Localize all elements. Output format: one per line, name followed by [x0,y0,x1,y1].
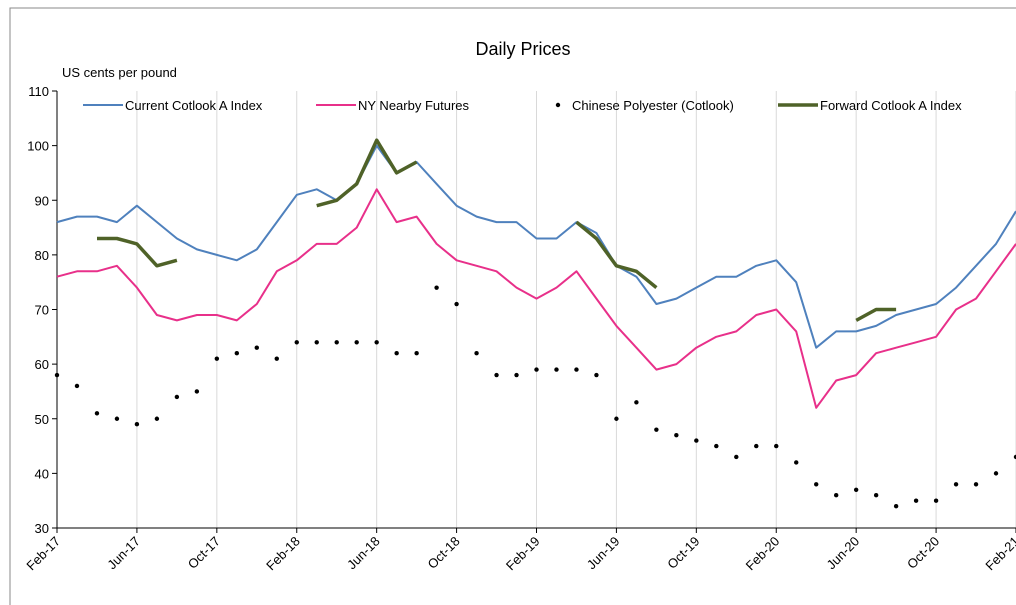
series-point [74,383,80,389]
series-line [855,307,897,322]
series-point [374,340,379,345]
y-tick-label: 60 [35,357,49,372]
series-point [734,454,739,460]
series-point [394,351,399,356]
series-point [634,400,639,405]
legend-label: NY Nearby Futures [358,98,470,113]
series-point [514,372,519,378]
x-tick-label: Feb-17 [23,534,63,574]
x-tick-label: Feb-21 [982,534,1016,574]
series-point [534,367,539,372]
series-point [594,372,599,378]
y-axis-label: US cents per pound [62,65,177,80]
y-tick-label: 100 [27,139,49,154]
series-point [1013,454,1016,460]
series-point [933,498,939,503]
x-tick-label: Jun-19 [584,534,623,573]
series-point [414,351,419,356]
series-point [614,416,619,421]
series-point [674,432,679,438]
series-point [893,503,899,509]
y-tick-label: 90 [35,193,49,208]
legend-swatch [555,102,561,108]
series-point [454,301,459,307]
series-point [814,482,819,487]
series-point [833,493,839,498]
series-point [114,416,120,421]
x-tick-label: Feb-18 [263,534,303,574]
series-point [294,340,299,345]
series-point [494,372,499,378]
series-point [474,351,479,356]
series-line [97,236,178,268]
series-point [174,394,180,400]
series-point [154,416,160,421]
x-tick-label: Oct-19 [664,534,702,572]
series-point [853,487,859,492]
series-point [654,427,659,432]
series-point [774,443,779,449]
series-point [973,482,979,487]
series-line [56,144,1016,349]
series-point [873,493,879,498]
series-point [314,340,319,345]
series-point [354,340,359,345]
series-point [714,443,719,449]
series-point [194,389,200,394]
series-point [334,340,339,345]
series-line [575,220,658,289]
x-tick-label: Oct-17 [185,534,223,572]
y-tick-label: 110 [28,84,49,99]
y-tick-label: 40 [35,466,49,481]
series-point [953,482,959,487]
legend-label: Forward Cotlook A Index [820,98,962,113]
series-point [54,372,60,378]
series-point [913,498,919,503]
y-tick-label: 80 [35,248,49,263]
series-point [234,351,240,356]
series-point [214,356,220,361]
series-line [56,188,1016,409]
chart-title: Daily Prices [475,39,570,59]
series-point [694,438,699,443]
x-tick-label: Oct-18 [425,534,463,572]
x-tick-label: Jun-17 [104,534,143,573]
legend-label: Chinese Polyester (Cotlook) [572,98,734,113]
x-tick-label: Jun-20 [824,534,863,573]
y-tick-label: 70 [35,303,49,318]
series-point [574,367,579,372]
x-tick-label: Oct-20 [904,534,942,572]
series-point [554,367,559,372]
series-point [134,422,140,427]
legend-label: Current Cotlook A Index [125,98,263,113]
series-point [794,460,799,465]
series-point [94,411,100,416]
x-tick-label: Feb-20 [743,534,783,574]
series-point [274,356,279,361]
series-point [434,285,439,290]
frame [9,7,1016,605]
series-point [254,345,259,350]
series-point [993,471,999,476]
y-tick-label: 30 [35,521,49,536]
y-tick-label: 50 [35,412,49,427]
x-tick-label: Jun-18 [344,534,383,573]
series-line [316,138,418,208]
series-point [754,443,759,449]
x-tick-label: Feb-19 [503,534,543,574]
